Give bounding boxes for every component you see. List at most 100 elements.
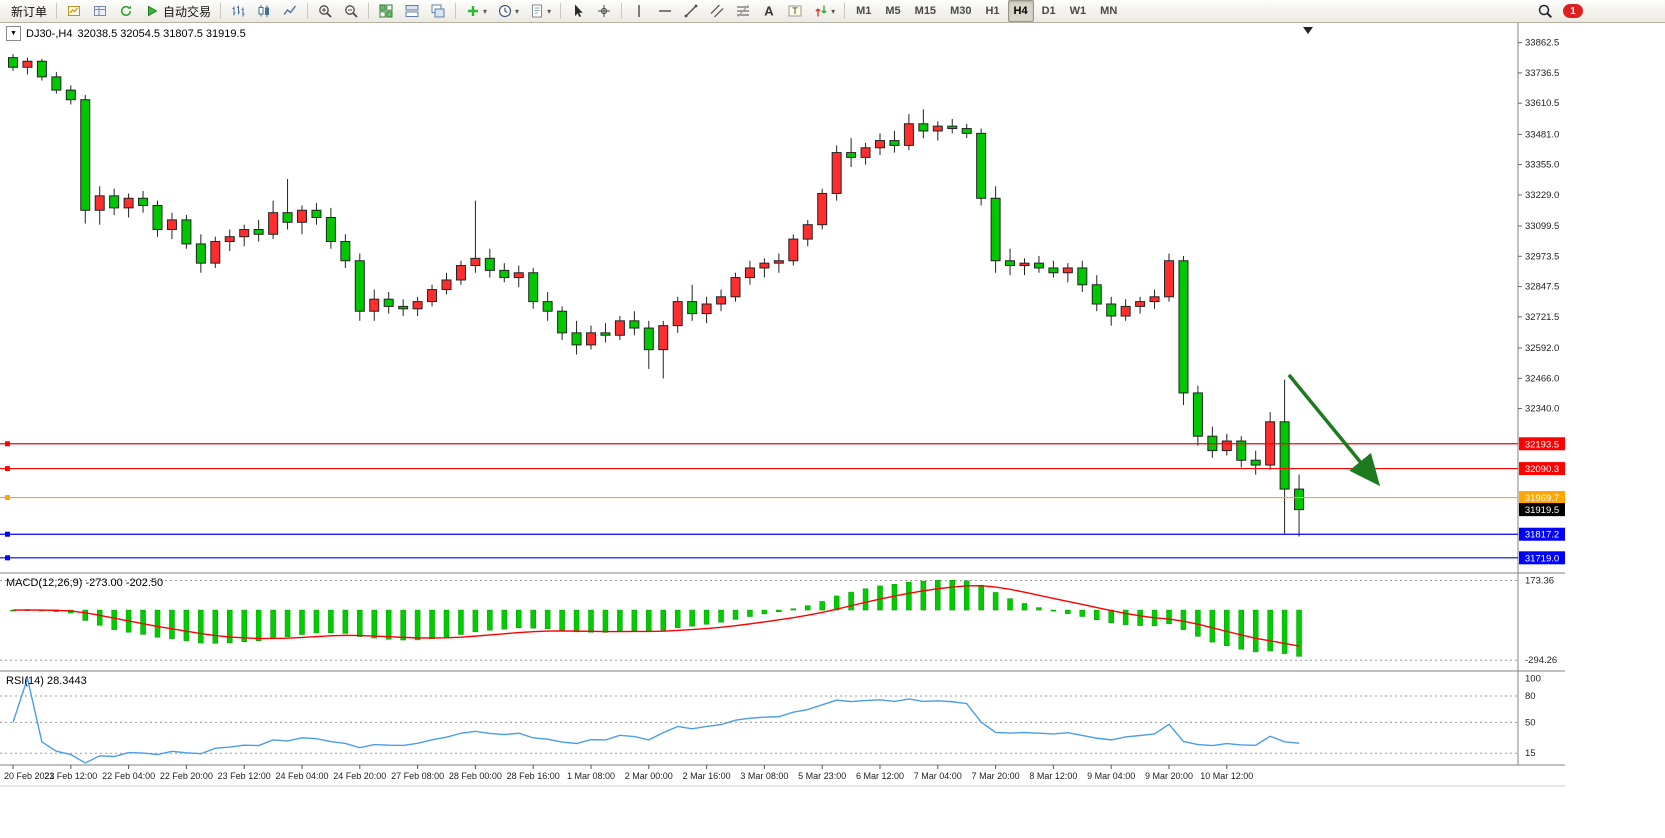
candlestick — [484, 257, 495, 271]
candlestick — [210, 241, 221, 264]
candlestick — [383, 298, 394, 307]
candlestick — [1048, 267, 1059, 274]
notification-badge[interactable]: 1 — [1563, 4, 1583, 18]
candlestick — [239, 229, 250, 238]
candlestick — [1120, 305, 1131, 317]
autotrading-button[interactable]: 自动交易 — [140, 0, 215, 22]
candlestick — [701, 303, 712, 315]
refresh-button[interactable] — [114, 0, 138, 22]
tile-windows-button[interactable] — [374, 0, 398, 22]
horizontal-line-button[interactable] — [653, 0, 677, 22]
time-label: 28 Feb 16:00 — [507, 771, 560, 781]
timeframe-button-m5[interactable]: M5 — [885, 5, 901, 17]
line-handle[interactable] — [5, 441, 10, 447]
trend-arrow-annotation[interactable] — [1287, 373, 1381, 487]
timeframe-button-d1[interactable]: D1 — [1041, 5, 1056, 17]
new-order-button[interactable]: 新订单 — [4, 0, 51, 22]
macd-histogram-bar — [414, 609, 421, 641]
line-handle[interactable] — [5, 495, 10, 501]
candlestick-mode-button[interactable] — [252, 0, 276, 22]
clock-icon — [498, 4, 512, 18]
macd-histogram-bar — [198, 609, 204, 644]
periods-button[interactable]: ▾ — [493, 0, 523, 22]
macd-histogram-bar — [805, 605, 811, 611]
new-chart-button[interactable] — [62, 0, 86, 22]
macd-histogram-bar — [1007, 598, 1013, 611]
dropdown-arrow-icon: ▾ — [515, 6, 520, 16]
toolbar-separator — [56, 3, 58, 19]
text-button[interactable]: A — [757, 0, 781, 22]
arrange-windows-button[interactable] — [400, 0, 424, 22]
search-button[interactable] — [1533, 0, 1557, 22]
timeframe-button-m15[interactable]: M15 — [914, 5, 937, 17]
play-icon — [148, 5, 158, 17]
timeframe-button-w1[interactable]: W1 — [1069, 5, 1087, 17]
price-tick-label: 33355.0 — [1525, 160, 1559, 171]
candlestick — [1236, 440, 1247, 461]
timeframe-button-h1[interactable]: H1 — [985, 5, 1000, 17]
macd-histogram-bar — [328, 609, 334, 633]
time-label: 7 Mar 20:00 — [972, 771, 1020, 781]
line-handle[interactable] — [5, 531, 10, 537]
macd-histogram-bar — [1137, 609, 1143, 626]
timeframe-button-m1[interactable]: M1 — [856, 5, 872, 17]
text-label-button[interactable]: T — [783, 0, 807, 22]
add-indicator-button[interactable]: ▾ — [461, 0, 491, 22]
candlestick — [470, 257, 481, 267]
chevron-down-icon: ▼ — [10, 30, 17, 37]
crosshair-button[interactable] — [592, 0, 616, 22]
macd-histogram-bar — [848, 591, 854, 611]
trendline-button[interactable] — [679, 0, 703, 22]
ohlc-bars-button[interactable] — [226, 0, 250, 22]
macd-histogram-bar — [111, 609, 117, 630]
zoom-in-button[interactable] — [313, 0, 337, 22]
candlestick — [817, 192, 828, 226]
macd-histogram-bar — [1281, 609, 1288, 654]
symbol-dropdown[interactable]: ▼ — [6, 26, 21, 41]
profiles-button[interactable] — [88, 0, 112, 22]
toolbar-separator — [844, 3, 846, 19]
candlestick — [195, 243, 206, 264]
rsi-scale-label: 80 — [1525, 691, 1536, 702]
candlestick — [961, 128, 972, 134]
macd-histogram-bar — [154, 609, 161, 638]
candlestick — [932, 125, 943, 132]
candlestick — [947, 125, 958, 130]
chart-shift-marker[interactable] — [1303, 27, 1313, 34]
candlestick — [311, 209, 322, 218]
line-handle[interactable] — [5, 555, 10, 561]
templates-button[interactable]: ▾ — [525, 0, 555, 22]
equidistant-channel-button[interactable] — [705, 0, 729, 22]
macd-histogram-bar — [1036, 607, 1042, 611]
macd-histogram-bar — [761, 609, 768, 615]
dropdown-arrow-icon: ▾ — [483, 6, 488, 16]
macd-histogram-bar — [703, 609, 710, 625]
timeframe-button-h4[interactable]: H4 — [1007, 0, 1034, 22]
cascade-windows-button[interactable] — [426, 0, 450, 22]
trendline-icon — [684, 4, 698, 18]
macd-histogram-bar — [862, 588, 869, 611]
dropdown-arrow-icon: ▾ — [547, 6, 552, 16]
candlestick — [412, 301, 423, 310]
zoom-out-button[interactable] — [339, 0, 363, 22]
price-tick-label: 32466.0 — [1525, 373, 1559, 384]
toolbar-separator — [455, 3, 457, 19]
fibonacci-button[interactable] — [731, 0, 755, 22]
macd-histogram-bar — [776, 609, 782, 612]
cascade-icon — [431, 4, 445, 18]
line-handle[interactable] — [5, 466, 10, 472]
timeframe-button-mn[interactable]: MN — [1100, 5, 1118, 17]
candlestick — [123, 197, 134, 209]
vertical-line-button[interactable] — [627, 0, 651, 22]
price-tick-label: 33862.5 — [1525, 38, 1559, 49]
arrows-button[interactable]: ▾ — [809, 0, 839, 22]
candlestick — [138, 197, 149, 206]
macd-signal-line — [12, 584, 1300, 647]
timeframe-button-m30[interactable]: M30 — [950, 5, 972, 17]
line-chart-button[interactable] — [278, 0, 302, 22]
candlestick — [369, 298, 380, 312]
macd-histogram-bar — [1238, 609, 1244, 650]
zoom-in-icon — [319, 5, 332, 18]
cursor-button[interactable] — [566, 0, 590, 22]
